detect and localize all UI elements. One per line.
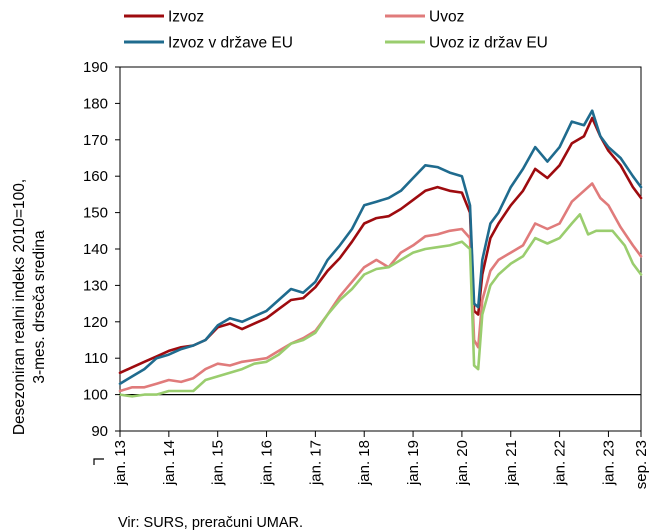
y-tick-label: 150 bbox=[83, 205, 108, 222]
x-tick-label: jan. 20 bbox=[454, 440, 471, 486]
x-tick-label: jan. 16 bbox=[259, 440, 276, 486]
y-tick-label: 110 bbox=[84, 350, 108, 367]
x-tick-label: jan. 22 bbox=[552, 440, 569, 486]
series-line-1 bbox=[118, 116, 643, 375]
x-tick-label: jan. 13 bbox=[112, 440, 129, 486]
axis-break-mark bbox=[93, 458, 104, 465]
y-tick-label: 170 bbox=[83, 132, 108, 149]
legend-label: Uvoz bbox=[429, 9, 464, 26]
legend-label: Izvoz v države EU bbox=[168, 35, 293, 52]
series-line-4 bbox=[118, 213, 643, 398]
y-tick-label: 140 bbox=[83, 241, 108, 258]
y-tick-label: 180 bbox=[83, 95, 108, 112]
legend-item-3: Izvoz v države EU bbox=[124, 35, 293, 52]
y-tick-label: 190 bbox=[83, 59, 108, 76]
legend-item-2: Uvoz bbox=[385, 9, 464, 26]
y-axis-title-line: Desezoniran realni indeks 2010=100, bbox=[11, 179, 28, 435]
legend-label: Uvoz iz držav EU bbox=[429, 35, 548, 52]
y-tick-label: 160 bbox=[83, 168, 108, 185]
x-tick-label: jan. 14 bbox=[161, 440, 178, 486]
x-axis: jan. 13 jan. 14 jan. 15 jan. 16 jan. 17 jan. … bbox=[112, 431, 650, 489]
series-line-3 bbox=[118, 109, 643, 385]
legend-item-4: Uvoz iz držav EU bbox=[385, 35, 548, 52]
series-line-2 bbox=[118, 182, 643, 393]
legend-item-1: Izvoz bbox=[124, 9, 204, 26]
x-tick-label: jan. 15 bbox=[210, 440, 227, 486]
y-axis-title: Desezoniran realni indeks 2010=100, 3-mes… bbox=[11, 179, 48, 435]
plot-frame bbox=[119, 66, 642, 432]
x-tick-label: jan. 17 bbox=[307, 440, 324, 486]
y-axis-title-line: 3-mes. drseča sredina bbox=[31, 230, 48, 384]
x-tick-label: jan. 19 bbox=[405, 440, 422, 486]
legend-label: Izvoz bbox=[168, 9, 204, 26]
x-tick-label: jan. 18 bbox=[356, 440, 373, 486]
y-tick-label: 100 bbox=[83, 387, 108, 404]
x-tick-label: sep. 23 bbox=[633, 440, 650, 489]
y-tick-label: 120 bbox=[83, 314, 108, 331]
y-axis: 90 100 110 120 130 140 150 160 170 180 190 bbox=[83, 59, 120, 465]
plot-area bbox=[118, 66, 643, 432]
x-tick-label: jan. 23 bbox=[600, 440, 617, 486]
legend: Izvoz Uvoz Izvoz v države EU Uvoz iz držav … bbox=[124, 9, 548, 52]
x-tick-label: jan. 21 bbox=[503, 440, 520, 486]
source-note: Vir: SURS, preračuni UMAR. bbox=[118, 515, 303, 531]
y-tick-label: 90 bbox=[91, 423, 108, 440]
y-tick-label: 130 bbox=[83, 277, 108, 294]
